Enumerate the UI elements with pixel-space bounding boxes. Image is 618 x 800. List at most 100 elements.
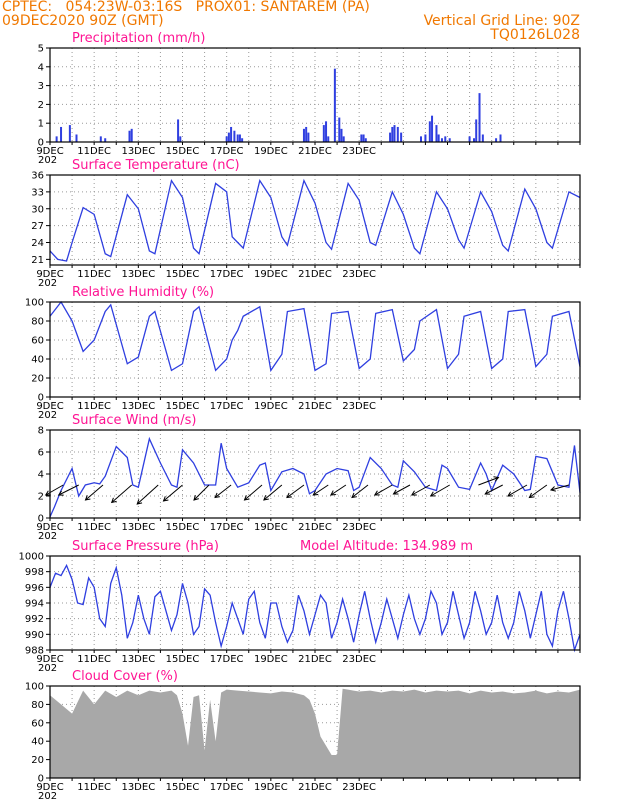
precip-bar — [435, 125, 438, 142]
precip-bar — [322, 125, 325, 142]
precip-title: Precipitation (mm/h) — [72, 31, 205, 46]
precip-bar — [428, 121, 431, 142]
precip-bar — [225, 136, 228, 142]
wind-vector — [244, 484, 263, 501]
precip-bar — [340, 128, 343, 142]
precip-bar — [431, 115, 434, 142]
cloud-xtick-label: 17DEC — [210, 782, 244, 793]
wind-vector — [330, 484, 347, 496]
temp-xtick-label: 15DEC — [166, 269, 200, 280]
temp-xtick-label: 21DEC — [298, 269, 332, 280]
precip-bar — [241, 138, 244, 142]
wind-vector — [507, 484, 528, 497]
wind-xtick-label: 11DEC — [77, 522, 111, 533]
wind-vector — [550, 484, 570, 491]
precip-bar — [448, 138, 451, 142]
precip-bar — [400, 132, 403, 142]
precip-bar — [424, 134, 427, 142]
temp-xtick-label: 13DEC — [121, 269, 155, 280]
wind-vector-head — [243, 495, 250, 501]
precip-ytick-label: 4 — [38, 62, 44, 73]
temp-xtick-label: 9DEC — [36, 269, 63, 280]
precip-xtick-label: 11DEC — [77, 146, 111, 157]
wind-vector-head — [136, 499, 143, 505]
wind-vector — [193, 484, 210, 501]
wind-vector-head — [373, 490, 380, 496]
wind-vector-head — [214, 492, 221, 499]
pressure-xtick-label: 21DEC — [298, 654, 332, 665]
temp-xtick-label: 23DEC — [342, 269, 376, 280]
wind-vector — [312, 484, 329, 496]
cloud-title: Cloud Cover (%) — [72, 669, 178, 684]
wind-vector — [58, 484, 79, 496]
wind-vector — [478, 477, 499, 486]
wind-vector-head — [286, 492, 292, 499]
wind-vector-head — [429, 491, 436, 497]
precip-bar — [437, 134, 440, 142]
precip-bar — [499, 134, 502, 142]
wind-vector-head — [410, 490, 417, 496]
wind-vector-head — [162, 496, 169, 502]
precip-bar — [495, 138, 498, 142]
rh-xtick-label: 13DEC — [121, 401, 155, 412]
precip-xtick-label: 13DEC — [121, 146, 155, 157]
precip-xtick-label: 9DEC — [36, 146, 63, 157]
rh-ytick-label: 60 — [31, 336, 44, 347]
header-line1-left: CPTEC: 054:23W-03:16S PROX01: SANTAREM (… — [2, 0, 370, 15]
precip-bar — [393, 125, 396, 142]
precip-xtick-label: 15DEC — [166, 146, 200, 157]
rh-xtick-label: 23DEC — [342, 401, 376, 412]
pressure-ytick-label: 1000 — [19, 552, 44, 563]
rh-line — [49, 300, 581, 373]
precip-bar — [104, 138, 107, 142]
header-line3-right: TQ0126L028 — [490, 27, 580, 43]
rh-ytick-label: 20 — [31, 374, 44, 385]
temp-line — [49, 178, 581, 262]
wind-vector — [163, 484, 183, 502]
header-line2-right: Vertical Grid Line: 90Z — [423, 13, 580, 29]
temp-xtick-label: 17DEC — [210, 269, 244, 280]
pressure-xtick-label: 9DEC — [36, 654, 63, 665]
precip-xtick-label: 21DEC — [298, 146, 332, 157]
wind-ytick-label: 4 — [38, 470, 44, 481]
wind-vector-head — [312, 490, 319, 496]
precip-bar — [227, 132, 230, 142]
cloud-ytick-label: 80 — [31, 700, 44, 711]
rh-ytick-label: 0 — [38, 393, 44, 404]
wind-vector — [484, 484, 503, 495]
cloud-xtick-label: 23DEC — [342, 782, 376, 793]
precip-bar — [75, 134, 78, 142]
temp-ytick-label: 21 — [31, 255, 44, 266]
pressure-title: Surface Pressure (hPa) — [72, 539, 219, 554]
pressure-xtick-label: 11DEC — [77, 654, 111, 665]
wind-vector — [374, 484, 393, 496]
cloud-xtick-label: 19DEC — [254, 782, 288, 793]
cloud-area — [50, 688, 580, 778]
wind-vector — [136, 484, 159, 505]
header-line2-left: 09DEC2020 90Z (GMT) — [2, 13, 164, 29]
cloud-ytick-label: 20 — [31, 755, 44, 766]
precip-xtick-label: 17DEC — [210, 146, 244, 157]
wind-ytick-label: 2 — [38, 492, 44, 503]
cloud-xtick-label: 15DEC — [166, 782, 200, 793]
precip-ytick-label: 5 — [38, 44, 44, 55]
wind-xtick-label: 19DEC — [254, 522, 288, 533]
wind-vector — [411, 484, 431, 496]
precip-bar — [233, 130, 236, 142]
precip-ytick-label: 0 — [38, 138, 44, 149]
wind-vector-head — [193, 495, 199, 501]
wind-vector — [263, 484, 283, 501]
precip-bar — [130, 128, 133, 142]
precip-bar — [99, 136, 102, 142]
precip-bar — [238, 134, 241, 142]
wind-ytick-label: 0 — [38, 514, 44, 525]
precip-year-label: 202 — [38, 155, 57, 166]
wind-xtick-label: 15DEC — [166, 522, 200, 533]
wind-vector-head — [351, 492, 358, 499]
precip-bar — [55, 136, 58, 142]
precip-bar — [396, 126, 399, 142]
precip-bar — [481, 134, 484, 142]
precip-bar — [420, 136, 422, 142]
wind-vector — [111, 484, 133, 503]
